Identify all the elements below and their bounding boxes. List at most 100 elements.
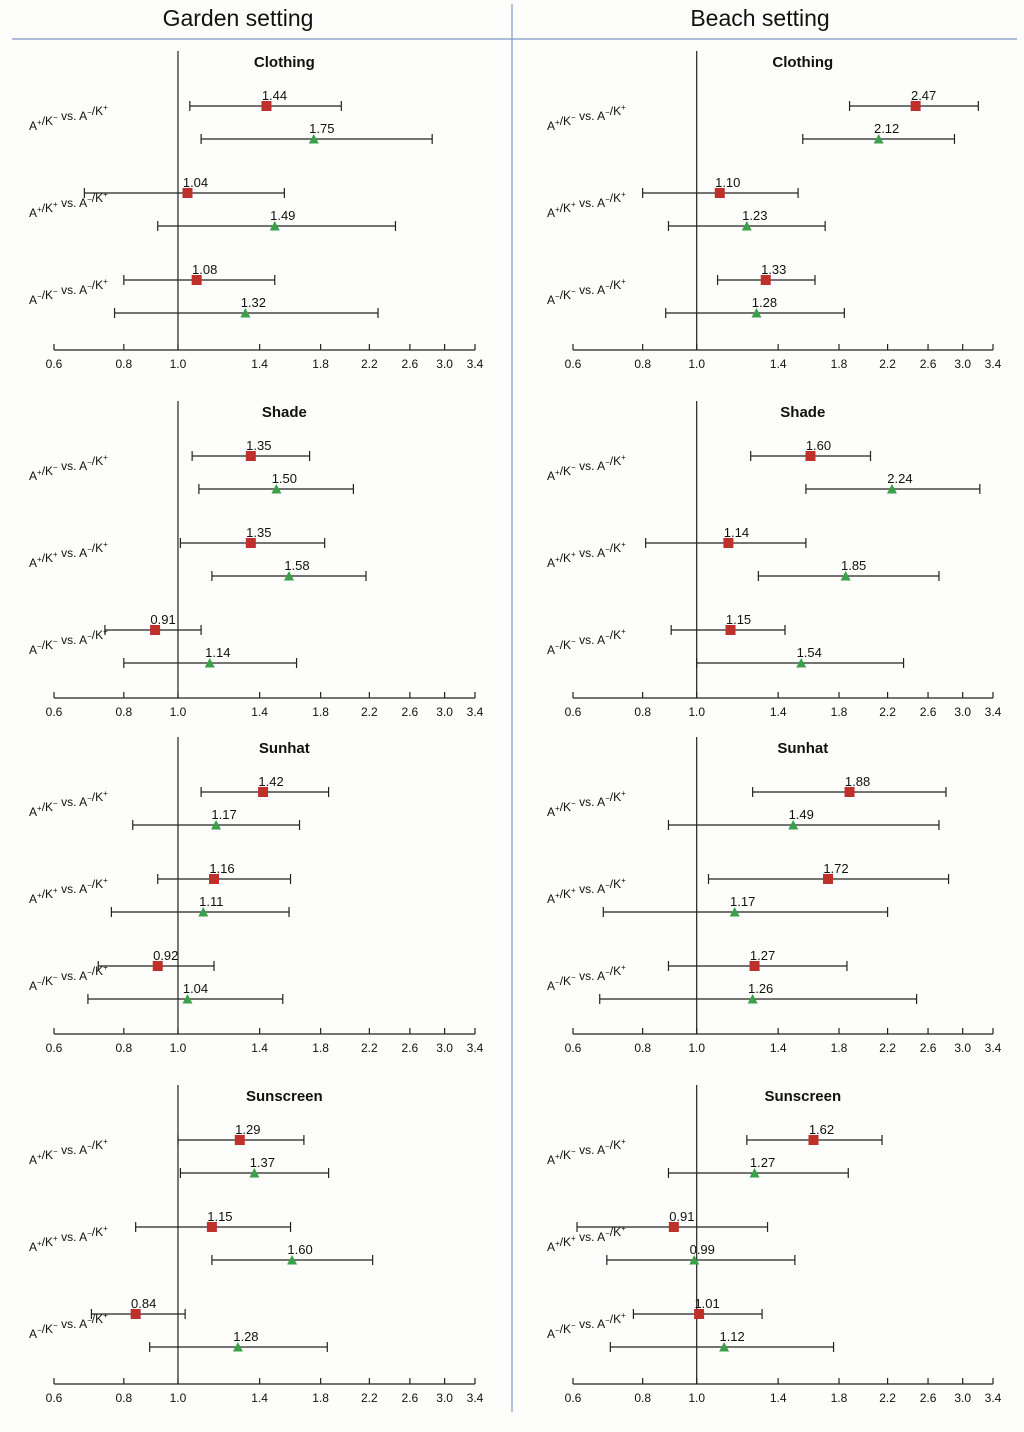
series1-point xyxy=(844,787,855,797)
row-label-part: / xyxy=(560,887,564,901)
series2-point xyxy=(211,820,222,830)
series1-value-label: 1.15 xyxy=(726,612,751,627)
row-label-part: A xyxy=(547,119,555,133)
row-label-part: K xyxy=(95,454,103,468)
row-label-part: − xyxy=(605,458,610,467)
series1-value-label: 1.04 xyxy=(183,175,208,190)
series1-value-label: 1.08 xyxy=(192,262,217,277)
row-label: A+/K+ vs. A−/K+ xyxy=(547,190,626,220)
row-label-part: + xyxy=(555,891,560,900)
column-title: Beach setting xyxy=(690,5,829,31)
row-label-part: / xyxy=(92,278,96,292)
series2-point xyxy=(240,308,251,318)
row-label-part: + xyxy=(103,876,108,885)
row-label-part: K xyxy=(95,790,103,804)
series1-point xyxy=(694,1309,705,1319)
x-tick-label: 0.6 xyxy=(46,705,63,719)
series2-value-label: 1.14 xyxy=(205,645,230,660)
row-label-part: / xyxy=(610,790,614,804)
row-label-part: vs. xyxy=(61,1317,76,1331)
x-tick-label: 3.4 xyxy=(467,1041,484,1055)
series1-value-label: 0.84 xyxy=(131,1296,156,1311)
row-label-part: vs. xyxy=(61,459,76,473)
row-label-part: / xyxy=(92,964,96,978)
x-tick-label: 2.2 xyxy=(879,1041,896,1055)
x-tick-label: 3.4 xyxy=(985,1041,1002,1055)
series1-value-label: 0.92 xyxy=(153,948,178,963)
series1-point xyxy=(245,451,256,461)
row-label-part: + xyxy=(103,1224,108,1233)
row-label-part: A xyxy=(547,469,555,483)
panel-title: Clothing xyxy=(772,54,833,71)
row-label-part: + xyxy=(103,1137,108,1146)
x-tick-label: 0.6 xyxy=(565,705,582,719)
series2-point xyxy=(269,221,280,231)
row-label-part: A xyxy=(79,795,87,809)
row-label-part: K xyxy=(563,800,571,814)
row-label-part: − xyxy=(37,1326,42,1335)
row-label-part: K xyxy=(95,191,103,205)
row-label-part: vs. xyxy=(579,1143,594,1157)
row-label-part: / xyxy=(42,464,46,478)
x-tick-label: 1.4 xyxy=(770,1391,787,1405)
row-label-part: vs. xyxy=(579,795,594,809)
row-label-part: K xyxy=(563,464,571,478)
row-label: A−/K− vs. A−/K+ xyxy=(29,1311,108,1341)
row-label-part: vs. xyxy=(579,546,594,560)
series2-point xyxy=(249,1168,260,1178)
row-label-part: A xyxy=(29,1240,37,1254)
row-label-part: K xyxy=(563,288,571,302)
row-label-part: K xyxy=(613,191,621,205)
row-label-part: − xyxy=(605,968,610,977)
x-tick-label: 2.2 xyxy=(361,357,378,371)
row-label-part: / xyxy=(610,964,614,978)
row-label-part: + xyxy=(621,1311,626,1320)
row-label-part: A xyxy=(597,1230,605,1244)
x-tick-label: 1.4 xyxy=(770,705,787,719)
row-label-part: + xyxy=(103,277,108,286)
row-label-part: − xyxy=(571,463,576,472)
row-label-part: + xyxy=(103,789,108,798)
row-label-part: K xyxy=(95,541,103,555)
row-label: A−/K− vs. A−/K+ xyxy=(547,277,626,307)
row-label-part: K xyxy=(613,877,621,891)
series1-point xyxy=(150,625,161,635)
series2-point xyxy=(689,1255,700,1265)
row-label: A+/K+ vs. A−/K+ xyxy=(29,540,108,570)
row-label-part: A xyxy=(597,196,605,210)
row-label-part: A xyxy=(597,969,605,983)
row-label-part: K xyxy=(563,638,571,652)
x-tick-label: 2.6 xyxy=(402,357,419,371)
row-label-part: − xyxy=(87,632,92,641)
row-label-part: / xyxy=(560,638,564,652)
row-label: A+/K− vs. A−/K+ xyxy=(547,1137,626,1167)
series1-value-label: 1.88 xyxy=(845,774,870,789)
row-label-part: − xyxy=(87,195,92,204)
row-label-part: vs. xyxy=(61,546,76,560)
series1-value-label: 1.33 xyxy=(761,262,786,277)
row-label-part: A xyxy=(29,293,37,307)
series1-value-label: 1.72 xyxy=(823,861,848,876)
row-label-part: A xyxy=(79,1230,87,1244)
series1-point xyxy=(182,188,193,198)
x-tick-label: 1.8 xyxy=(831,1391,848,1405)
x-tick-label: 2.6 xyxy=(402,1041,419,1055)
row-label-part: / xyxy=(560,1148,564,1162)
row-label-part: K xyxy=(95,1225,103,1239)
x-tick-label: 0.6 xyxy=(46,357,63,371)
row-label-part: / xyxy=(560,114,564,128)
row-label-part: A xyxy=(29,805,37,819)
row-label-part: A xyxy=(79,969,87,983)
x-tick-label: 3.0 xyxy=(954,1041,971,1055)
series2-value-label: 1.26 xyxy=(748,981,773,996)
series1-point xyxy=(245,538,256,548)
row-label-part: / xyxy=(42,1322,46,1336)
row-label: A+/K− vs. A−/K+ xyxy=(547,789,626,819)
row-label-part: / xyxy=(42,638,46,652)
row-label-part: − xyxy=(87,1142,92,1151)
row-label-part: / xyxy=(42,1148,46,1162)
row-label-part: / xyxy=(610,454,614,468)
